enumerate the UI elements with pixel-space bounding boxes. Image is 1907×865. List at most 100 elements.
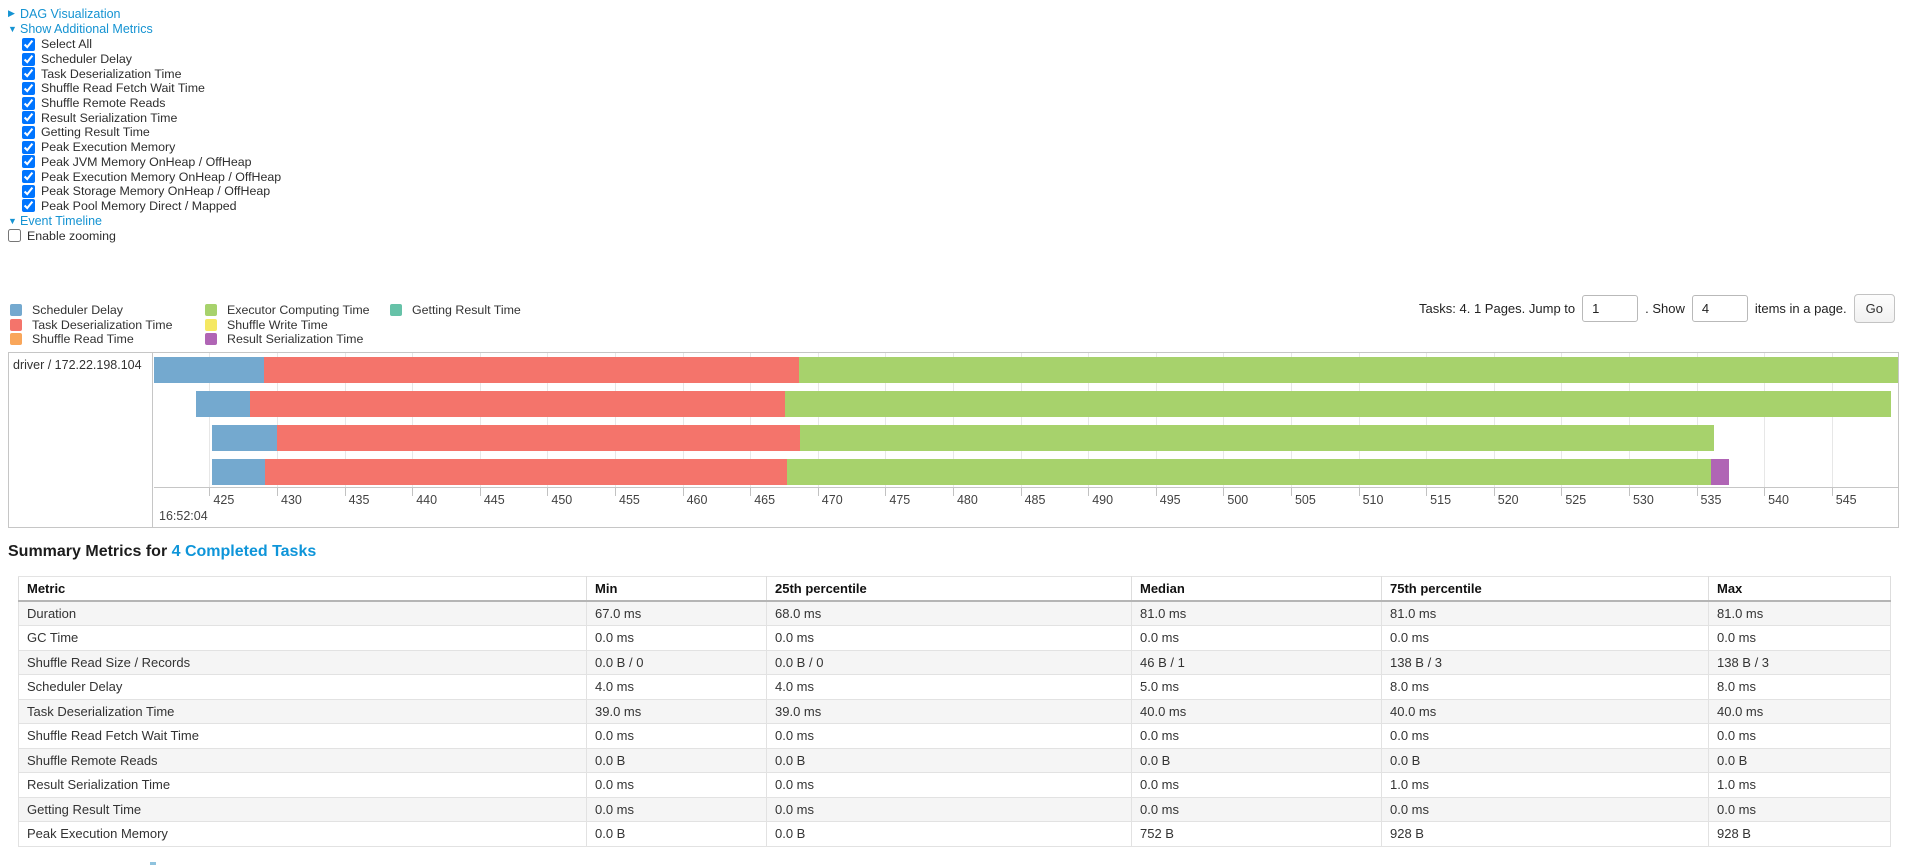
column-header-metric: Metric <box>18 576 587 602</box>
tick-mark <box>412 488 414 496</box>
tick-label: 480 <box>956 493 978 507</box>
legend-column-2: Getting Result Time <box>390 303 521 318</box>
task-3-scheduler-delay-bar[interactable] <box>212 459 265 485</box>
metric-checkbox-label: Peak Execution Memory <box>41 140 176 155</box>
metric-checkbox-shuffle-read-fetch-wait-time[interactable] <box>22 81 35 95</box>
tick-mark <box>1088 488 1090 496</box>
tick-label: 425 <box>213 493 235 507</box>
task-2-executor-computing-bar[interactable] <box>800 425 1715 451</box>
metric-checkbox-task-deserialization-time[interactable] <box>22 67 35 81</box>
task-0-executor-computing-bar[interactable] <box>798 357 1898 383</box>
task-1-scheduler-delay-bar[interactable] <box>195 391 250 417</box>
gridline <box>1088 353 1090 487</box>
metric-checkbox-shuffle-remote-reads[interactable] <box>22 96 35 110</box>
metric-checkbox-peak-jvm-memory-onheap-offheap[interactable] <box>22 155 35 169</box>
metric-checkbox-peak-storage-memory-onheap-offheap[interactable] <box>22 184 35 198</box>
gridline <box>547 353 549 487</box>
metric-checkbox-label: Peak Pool Memory Direct / Mapped <box>41 198 237 213</box>
tick-label: 435 <box>348 493 370 507</box>
metric-value-cell: 0.0 B <box>766 821 1132 847</box>
tick-mark <box>1358 488 1360 496</box>
metric-row-result-serialization-time: Result Serialization Time <box>22 110 281 125</box>
cutoff-element <box>150 862 156 865</box>
metric-checkbox-label: Result Serialization Time <box>41 110 178 125</box>
tick-mark <box>479 488 481 496</box>
metric-checkbox-scheduler-delay[interactable] <box>22 52 35 66</box>
getting-result-swatch-icon <box>390 304 402 317</box>
jump-to-page-input[interactable] <box>1582 295 1639 322</box>
tick-mark <box>615 488 616 496</box>
task-0-scheduler-delay-bar[interactable] <box>154 357 264 383</box>
tick-mark <box>1628 488 1630 496</box>
task-3-task-deserialization-bar[interactable] <box>264 459 787 485</box>
metric-row-select-all: Select All <box>22 37 281 52</box>
legend-label: Shuffle Read Time <box>32 332 134 347</box>
metric-value-cell: 928 B <box>1708 821 1891 847</box>
task-1-executor-computing-bar[interactable] <box>785 391 1892 417</box>
metric-row-result-serialization-time: Result Serialization Time 0.0 ms 0.0 ms 0.0… <box>18 772 1891 798</box>
column-header-75th-percentile: 75th percentile <box>1381 576 1709 602</box>
tick-mark <box>209 488 211 496</box>
tick-label: 490 <box>1092 493 1114 507</box>
metric-row-peak-execution-memory: Peak Execution Memory 0.0 B 0.0 B 752 B 928 … <box>18 821 1891 847</box>
legend-item-executor-computing: Executor Computing Time <box>205 303 370 318</box>
task-2-scheduler-delay-bar[interactable] <box>212 425 278 451</box>
tick-label: 465 <box>754 493 776 507</box>
metric-checkbox-result-serialization-time[interactable] <box>22 111 35 125</box>
task-3-executor-computing-bar[interactable] <box>786 459 1712 485</box>
metric-checkbox-peak-pool-memory-direct-mapped[interactable] <box>22 199 35 213</box>
enable-zooming-row: Enable zooming <box>8 228 281 243</box>
task-0-task-deserialization-bar[interactable] <box>263 357 799 383</box>
show-label: . Show <box>1645 301 1685 316</box>
gridline <box>1223 353 1225 487</box>
shuffle-write-swatch-icon <box>205 318 217 331</box>
metric-value-cell: 138 B / 3 <box>1708 649 1891 675</box>
tick-label: 525 <box>1565 493 1587 507</box>
tick-mark <box>1290 488 1292 496</box>
tick-mark <box>1493 488 1495 496</box>
metric-checkbox-list: Select All Scheduler Delay Task Deserializ… <box>22 37 281 213</box>
tick-mark <box>1426 488 1428 496</box>
tick-label: 475 <box>889 493 911 507</box>
metric-row-duration: Duration 67.0 ms 68.0 ms 81.0 ms 81.0 ms 81.0… <box>18 600 1891 626</box>
completed-tasks-link[interactable]: 4 Completed Tasks <box>171 543 317 560</box>
tick-mark <box>547 488 549 496</box>
tick-mark <box>1561 488 1563 496</box>
metric-value-cell: 0.0 B <box>586 747 767 773</box>
enable-zooming-label: Enable zooming <box>27 228 116 243</box>
go-button[interactable]: Go <box>1853 294 1895 323</box>
tick-label: 510 <box>1362 493 1384 507</box>
gridline <box>1764 353 1766 487</box>
legend-label: Task Deserialization Time <box>32 317 173 332</box>
gridline <box>1696 353 1698 487</box>
metric-value-cell: 8.0 ms <box>1381 674 1709 700</box>
result-serialization-swatch-icon <box>205 333 217 346</box>
tick-label: 440 <box>416 493 438 507</box>
dag-visualization-toggle[interactable]: ▶ DAG Visualization <box>8 6 281 21</box>
gridline <box>1493 353 1495 487</box>
enable-zooming-checkbox[interactable] <box>8 229 21 243</box>
metric-checkbox-peak-execution-memory-onheap-offheap[interactable] <box>22 170 35 184</box>
show-additional-metrics-toggle[interactable]: ▼ Show Additional Metrics <box>8 21 281 36</box>
metric-checkbox-peak-execution-memory[interactable] <box>22 140 35 154</box>
task-2-task-deserialization-bar[interactable] <box>277 425 801 451</box>
metric-value-cell: 0.0 ms <box>586 772 767 798</box>
task-3-result-serialization-bar[interactable] <box>1711 459 1729 485</box>
event-timeline-toggle[interactable]: ▼ Event Timeline <box>8 213 281 228</box>
metric-checkbox-select-all[interactable] <box>22 37 35 51</box>
tick-label: 430 <box>281 493 302 507</box>
legend-item-shuffle-write: Shuffle Write Time <box>205 318 370 333</box>
gridline <box>277 353 279 487</box>
legend-item-result-serialization: Result Serialization Time <box>205 332 370 347</box>
metric-row-peak-storage-memory-onheap-offheap: Peak Storage Memory OnHeap / OffHeap <box>22 184 281 199</box>
task-1-task-deserialization-bar[interactable] <box>249 391 786 417</box>
column-header-25th-percentile: 25th percentile <box>766 576 1132 602</box>
items-per-page-input[interactable] <box>1691 295 1748 322</box>
legend-label: Result Serialization Time <box>227 332 364 347</box>
metric-checkbox-getting-result-time[interactable] <box>22 125 35 139</box>
column-header-max: Max <box>1708 576 1891 602</box>
gridline <box>209 353 211 487</box>
metric-value-cell: 0.0 ms <box>586 796 767 822</box>
metric-name-cell: GC Time <box>18 625 587 651</box>
